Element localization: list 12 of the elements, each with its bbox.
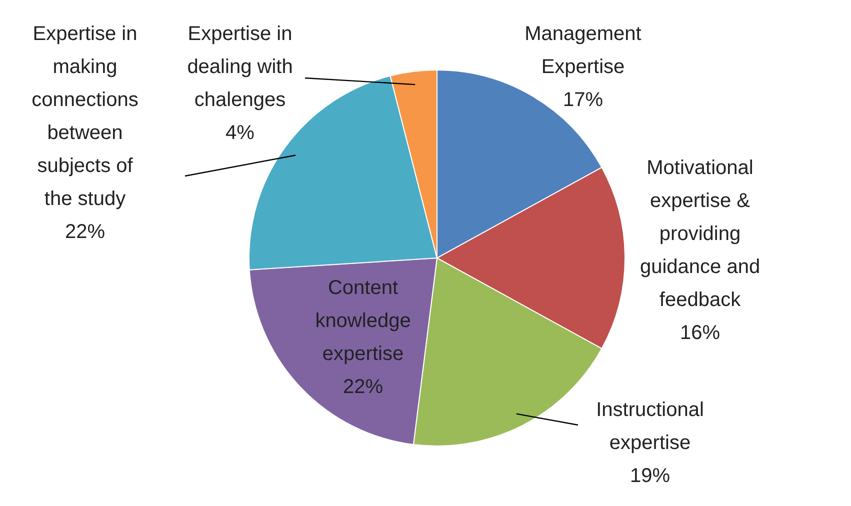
slice-label: Expertise in making connections between subjects of the study (32, 23, 138, 210)
slice-label: Instructional expertise (596, 399, 704, 454)
data-label: 22% (64, 221, 106, 243)
slice-label: Content knowledge expertise (315, 277, 411, 365)
slice-label: Management Expertise (524, 23, 642, 78)
data-label: 16% (680, 322, 720, 344)
data-label: 19% (630, 465, 670, 487)
data-label: 4% (226, 122, 255, 144)
data-label: 22% (342, 376, 384, 398)
data-label: 17% (562, 89, 604, 111)
slice-label: Expertise in dealing with chalenges (187, 23, 293, 111)
slice-label: Motivational expertise & providing guidance and feedback (640, 157, 760, 311)
